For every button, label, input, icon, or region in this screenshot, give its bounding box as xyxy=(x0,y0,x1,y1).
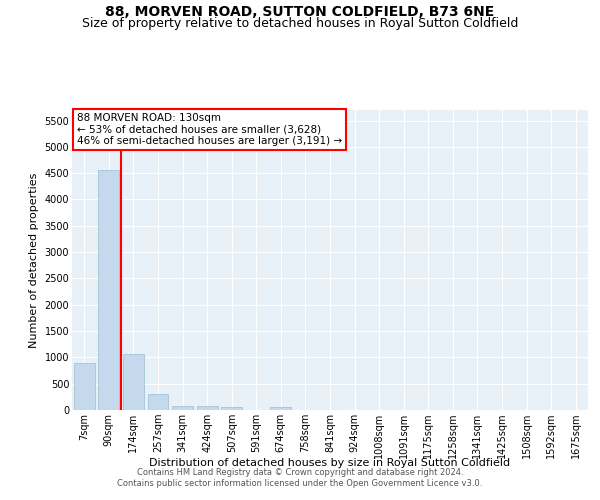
Bar xyxy=(221,407,242,410)
Text: Size of property relative to detached houses in Royal Sutton Coldfield: Size of property relative to detached ho… xyxy=(82,18,518,30)
Bar xyxy=(74,362,95,410)
Text: Contains HM Land Registry data © Crown copyright and database right 2024.
Contai: Contains HM Land Registry data © Crown c… xyxy=(118,468,482,487)
Text: 88 MORVEN ROAD: 130sqm
← 53% of detached houses are smaller (3,628)
46% of semi-: 88 MORVEN ROAD: 130sqm ← 53% of detached… xyxy=(77,113,342,146)
Y-axis label: Number of detached properties: Number of detached properties xyxy=(29,172,39,348)
Text: Distribution of detached houses by size in Royal Sutton Coldfield: Distribution of detached houses by size … xyxy=(149,458,511,468)
Bar xyxy=(98,170,119,410)
Text: 88, MORVEN ROAD, SUTTON COLDFIELD, B73 6NE: 88, MORVEN ROAD, SUTTON COLDFIELD, B73 6… xyxy=(106,5,494,19)
Bar xyxy=(148,394,169,410)
Bar xyxy=(271,407,292,410)
Bar xyxy=(172,406,193,410)
Bar xyxy=(197,406,218,410)
Bar xyxy=(123,354,144,410)
